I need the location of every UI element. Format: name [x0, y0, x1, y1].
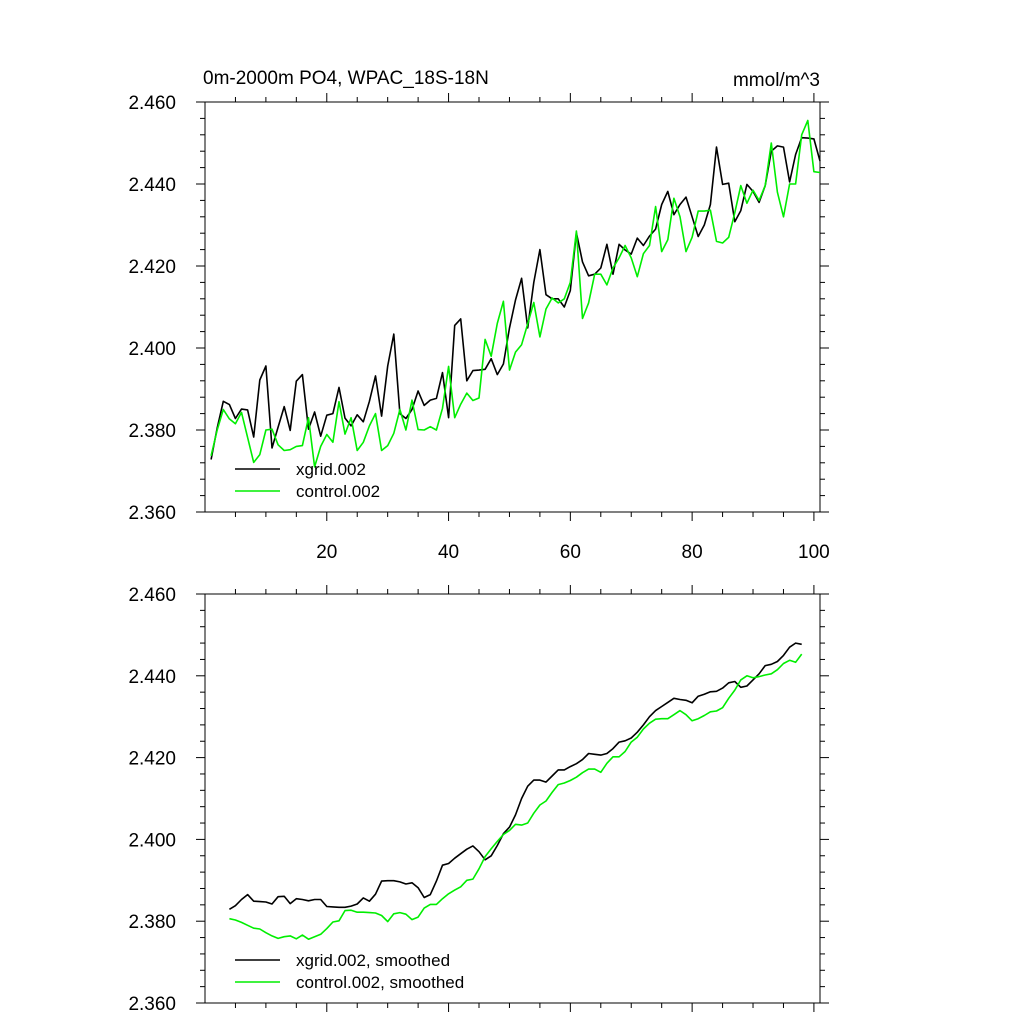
y-tick-label: 2.380 — [128, 912, 176, 933]
series-line-xgrid — [210, 136, 821, 460]
y-tick-label: 2.380 — [128, 421, 176, 442]
y-tick-label: 2.440 — [128, 667, 176, 688]
units-label: mmol/m^3 — [733, 70, 820, 91]
bottom-panel: 2.360 2.380 2.400 2.420 2.440 2.460 xgrid.002,… — [128, 585, 829, 1015]
y-tick-label: 2.360 — [128, 503, 176, 524]
x-tick-label: 80 — [682, 542, 703, 563]
series-line-control — [229, 653, 803, 941]
y-tick-label: 2.400 — [128, 830, 176, 851]
x-tick-label: 100 — [798, 542, 830, 563]
chart-title: 0m-2000m PO4, WPAC_18S-18N — [203, 68, 489, 89]
series-line-control — [210, 119, 821, 468]
y-tick-label: 2.460 — [128, 93, 176, 114]
y-tick-label: 2.420 — [128, 749, 176, 770]
legend-label: xgrid.002, smoothed — [296, 951, 450, 970]
legend-label: control.002 — [296, 482, 380, 501]
top-panel: 0m-2000m PO4, WPAC_18S-18N mmol/m^3 20 40… — [128, 68, 829, 563]
y-tick-label: 2.440 — [128, 175, 176, 196]
y-tick-label: 2.400 — [128, 339, 176, 360]
series-line-xgrid — [228, 642, 802, 910]
y-tick-label: 2.460 — [128, 585, 176, 606]
x-tick-label: 60 — [560, 542, 581, 563]
plot-frame — [204, 593, 821, 1004]
legend-label: control.002, smoothed — [296, 973, 464, 992]
x-tick-label: 40 — [438, 542, 459, 563]
legend-label: xgrid.002 — [296, 460, 366, 479]
y-tick-label: 2.420 — [128, 257, 176, 278]
plot-frame — [204, 101, 821, 513]
x-tick-label: 20 — [316, 542, 337, 563]
y-tick-label: 2.360 — [128, 994, 176, 1015]
